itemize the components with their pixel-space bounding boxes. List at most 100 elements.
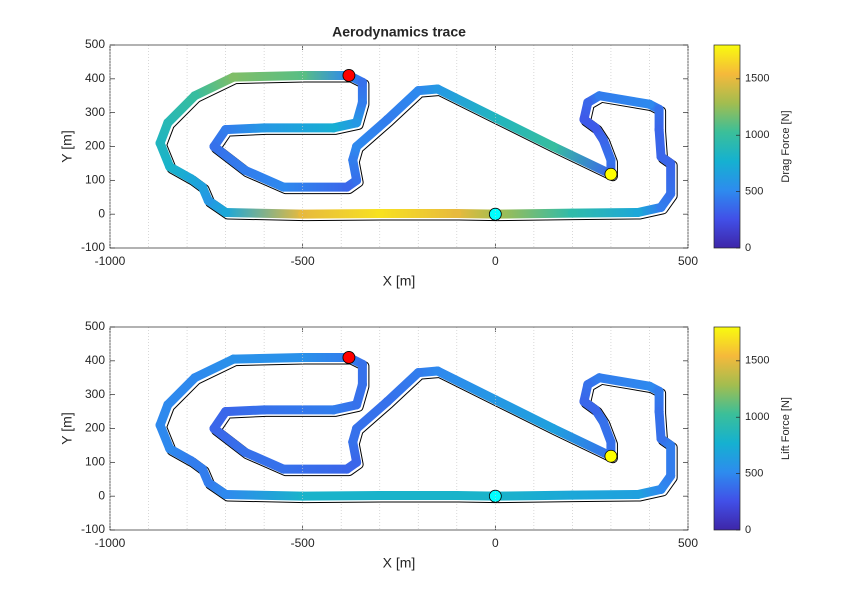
track-point bbox=[186, 456, 196, 466]
colorbar-tick-label: 0 bbox=[745, 242, 751, 254]
track-point bbox=[221, 207, 231, 217]
track-segment bbox=[221, 207, 308, 219]
track-point bbox=[656, 484, 666, 494]
x-tick-label: 500 bbox=[678, 254, 698, 268]
y-tick-label: 300 bbox=[85, 105, 105, 119]
x-tick-label: 0 bbox=[492, 536, 499, 550]
track-point bbox=[352, 118, 362, 128]
track-segment bbox=[452, 490, 500, 501]
track-point bbox=[221, 125, 231, 135]
track-point bbox=[259, 405, 269, 415]
y-tick-label: 200 bbox=[85, 421, 105, 435]
track-segment bbox=[654, 125, 666, 162]
y-tick-label: 400 bbox=[85, 71, 105, 85]
colorbar-tick-label: 1500 bbox=[745, 355, 769, 367]
track-segment bbox=[490, 113, 558, 151]
colorbar-tick-label: 0 bbox=[745, 524, 751, 536]
x-tick-label: 0 bbox=[492, 254, 499, 268]
track-point bbox=[186, 174, 196, 184]
track-segment bbox=[240, 447, 288, 474]
track-point bbox=[165, 162, 175, 172]
track-segment bbox=[163, 91, 200, 128]
track-segment bbox=[654, 407, 666, 444]
track-segment bbox=[382, 368, 423, 406]
track-point bbox=[190, 91, 200, 101]
track-point bbox=[567, 490, 577, 500]
track-point bbox=[633, 489, 643, 499]
track-point bbox=[654, 386, 664, 396]
track-point bbox=[352, 424, 362, 433]
track-segment bbox=[567, 207, 643, 218]
track-point bbox=[666, 189, 676, 199]
track-segment bbox=[209, 424, 250, 457]
y-tick-label: 200 bbox=[85, 139, 105, 153]
colorbar bbox=[713, 44, 741, 249]
x-tick-label: -500 bbox=[291, 536, 315, 550]
track-point bbox=[228, 354, 238, 364]
track-point bbox=[598, 417, 608, 427]
track-point bbox=[413, 86, 423, 96]
y-tick-label: 0 bbox=[98, 206, 105, 220]
y-tick-label: -100 bbox=[81, 522, 105, 536]
track-point bbox=[567, 208, 577, 218]
track-point bbox=[348, 155, 358, 165]
track-point bbox=[452, 208, 462, 218]
colorbar-tick-label: 1000 bbox=[745, 411, 769, 423]
track-point bbox=[240, 165, 250, 175]
track-segment bbox=[548, 142, 616, 179]
track-point bbox=[375, 490, 385, 500]
track-point bbox=[352, 175, 362, 185]
marker bbox=[604, 167, 618, 181]
track-segment bbox=[490, 490, 577, 501]
track-point bbox=[352, 457, 362, 467]
track-point bbox=[433, 366, 443, 376]
x-axis-label: X [m] bbox=[383, 555, 416, 571]
colorbar bbox=[713, 326, 741, 531]
track-segment bbox=[567, 489, 643, 500]
track-point bbox=[221, 489, 231, 499]
track-point bbox=[328, 405, 338, 415]
track-segment bbox=[221, 489, 308, 501]
track-point bbox=[278, 182, 288, 192]
colorbar-tick-label: 1000 bbox=[745, 129, 769, 141]
track-point bbox=[203, 478, 213, 488]
track-point bbox=[548, 424, 558, 433]
track-point bbox=[357, 77, 367, 87]
track-point bbox=[666, 158, 676, 168]
track-point bbox=[197, 182, 207, 192]
track-point bbox=[591, 405, 601, 415]
marker bbox=[342, 69, 356, 82]
track-segment bbox=[490, 395, 558, 433]
colorbar-tick-label: 500 bbox=[745, 186, 763, 198]
track-point bbox=[583, 98, 593, 108]
track-point bbox=[298, 491, 308, 501]
track-segment bbox=[228, 352, 308, 364]
track-segment bbox=[209, 142, 250, 175]
track-point bbox=[644, 99, 654, 109]
track-point bbox=[666, 471, 676, 481]
track-point bbox=[348, 437, 358, 447]
x-tick-label: -1000 bbox=[95, 254, 126, 268]
track-segment bbox=[228, 70, 308, 82]
track-point bbox=[594, 91, 604, 101]
track-point bbox=[591, 123, 601, 133]
colorbar-label: Lift Force [N] bbox=[780, 397, 792, 460]
marker bbox=[604, 449, 618, 463]
colorbar-tick-label: 500 bbox=[745, 468, 763, 480]
track-point bbox=[579, 114, 589, 124]
track-point bbox=[209, 142, 219, 151]
track-segment bbox=[490, 208, 577, 219]
track-segment bbox=[452, 208, 500, 219]
track-point bbox=[357, 98, 367, 108]
track-segment bbox=[548, 424, 616, 461]
track-point bbox=[209, 424, 219, 433]
track-point bbox=[594, 373, 604, 383]
y-axis-label: Y [m] bbox=[59, 412, 75, 444]
track-segment bbox=[433, 84, 500, 123]
track-point bbox=[633, 207, 643, 217]
marker bbox=[488, 207, 502, 221]
y-tick-label: 400 bbox=[85, 353, 105, 367]
track-point bbox=[259, 123, 269, 133]
track-segment bbox=[433, 366, 500, 405]
